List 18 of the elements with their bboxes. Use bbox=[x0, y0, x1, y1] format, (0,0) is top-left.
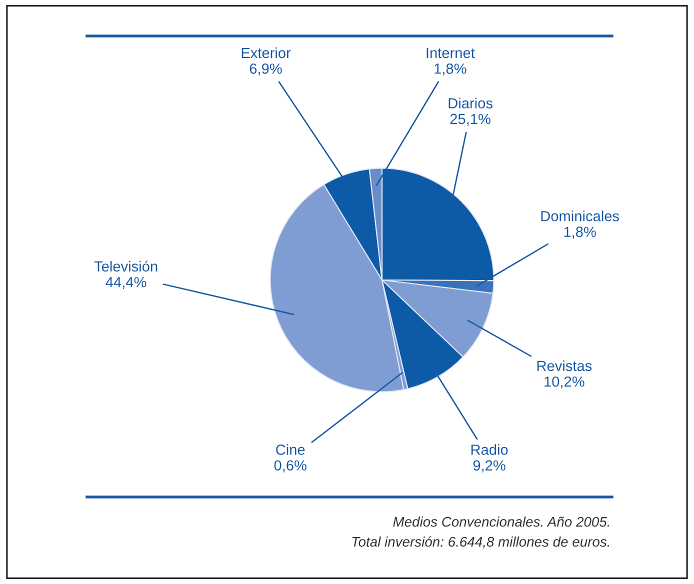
slice-label: Exterior bbox=[242, 47, 291, 58]
slice-label: Revistas bbox=[537, 360, 592, 372]
slice-label: Internet bbox=[426, 48, 475, 58]
data-label: 0,6% bbox=[274, 460, 306, 472]
text: Medios Convencionales. Año 2005. bbox=[393, 516, 610, 527]
slice-label: Radio bbox=[471, 444, 508, 455]
data-label: 10,2% bbox=[544, 376, 584, 388]
data-label: 9,2% bbox=[473, 460, 506, 472]
text: Total inversión: 6.644,8 millones de euros. bbox=[352, 536, 610, 548]
data-label: 25,1% bbox=[450, 114, 490, 126]
data-label: 6,9% bbox=[250, 64, 282, 76]
data-label: 1,8% bbox=[434, 64, 466, 76]
slice-label: Cine bbox=[276, 444, 305, 455]
data-label: 1,8% bbox=[564, 226, 596, 239]
data-label: 44,4% bbox=[106, 277, 146, 290]
slice-label: Dominicales bbox=[541, 210, 620, 222]
slice-label: Televisión bbox=[94, 260, 158, 272]
slice-label: Diarios bbox=[448, 98, 492, 108]
